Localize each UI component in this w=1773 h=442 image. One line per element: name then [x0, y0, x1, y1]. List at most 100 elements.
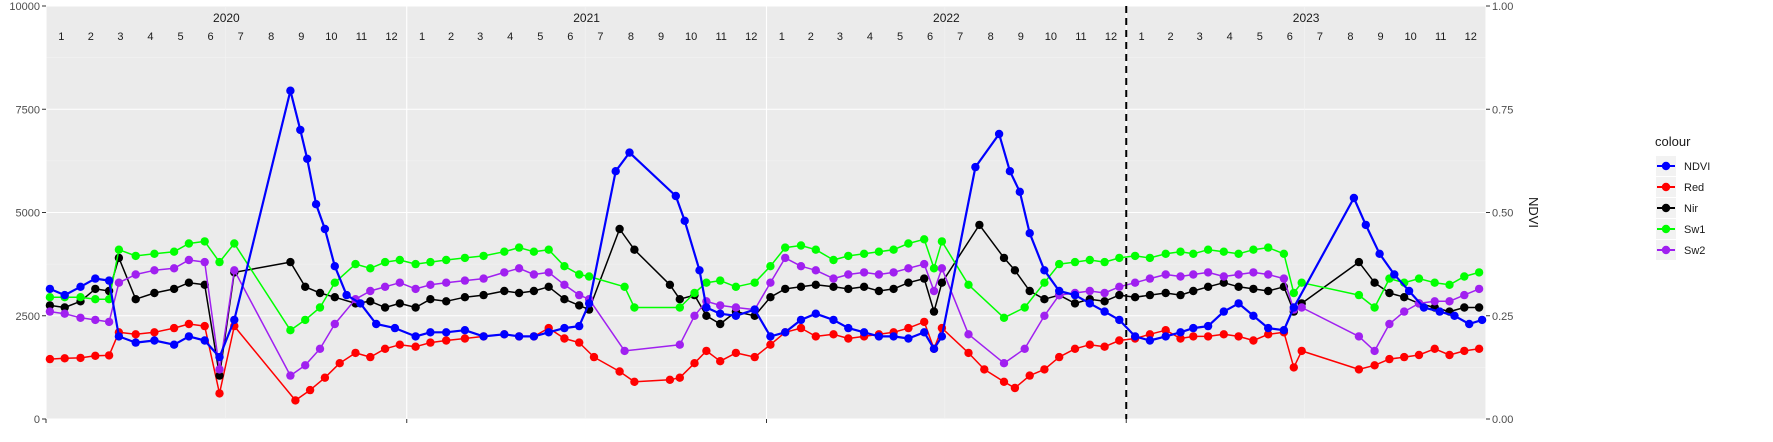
data-point-sw1 — [366, 264, 375, 273]
data-point-sw2 — [1219, 272, 1229, 281]
data-point-sw1 — [479, 251, 488, 261]
data-point-nir — [1460, 303, 1469, 312]
data-point-ndvi — [184, 332, 194, 341]
data-point-sw2 — [460, 276, 470, 285]
data-point-nir — [395, 299, 404, 308]
data-point-sw1 — [920, 235, 929, 244]
data-point-ndvi — [1404, 286, 1414, 296]
data-point-red — [964, 348, 973, 358]
data-point-sw2 — [829, 274, 838, 283]
data-point-ndvi — [625, 148, 634, 157]
data-point-sw2 — [1189, 270, 1198, 279]
data-point-nir — [999, 253, 1009, 263]
data-point-sw1 — [829, 255, 838, 265]
data-point-red — [920, 317, 929, 327]
data-point-sw1 — [544, 245, 553, 254]
data-point-nir — [1385, 288, 1394, 298]
data-point-nir — [1234, 282, 1243, 291]
data-point-nir — [630, 245, 639, 254]
data-point-sw1 — [150, 249, 159, 258]
y-right-tick-label: 0.75 — [1492, 104, 1513, 116]
data-point-red — [104, 351, 114, 360]
data-point-sw1 — [1264, 243, 1273, 252]
y-right-axis-title: NDVI — [1526, 197, 1541, 228]
series-layer — [45, 86, 1487, 405]
data-point-ndvi — [702, 303, 711, 312]
data-point-red — [750, 352, 759, 362]
data-point-nir — [544, 282, 553, 291]
month-label: 10 — [1404, 31, 1416, 43]
data-point-sw1 — [796, 241, 806, 250]
data-point-ndvi — [1234, 299, 1243, 308]
data-point-sw2 — [1176, 272, 1185, 281]
data-point-nir — [1161, 288, 1170, 298]
data-point-ndvi — [215, 352, 224, 362]
data-point-sw2 — [184, 255, 194, 265]
data-point-red — [1264, 330, 1273, 339]
data-point-red — [91, 351, 100, 360]
month-label: 1 — [779, 31, 785, 43]
y-axis-left: 0 2500 5000 7500 10000 — [9, 1, 46, 426]
data-point-nir — [1264, 286, 1273, 296]
year-label: 2022 — [933, 11, 960, 25]
data-point-nir — [829, 282, 838, 291]
data-point-ndvi — [1070, 290, 1080, 300]
data-point-sw2 — [544, 268, 553, 277]
data-point-nir — [366, 297, 375, 306]
data-point-red — [1025, 371, 1034, 380]
data-point-sw2 — [230, 266, 239, 275]
data-point-red — [460, 334, 470, 343]
data-point-nir — [796, 282, 806, 291]
data-point-ndvi — [829, 315, 838, 325]
data-point-sw1 — [560, 262, 569, 271]
data-point-red — [1115, 336, 1124, 345]
data-point-red — [980, 365, 989, 374]
data-point-sw2 — [1264, 270, 1273, 279]
data-point-red — [1234, 332, 1243, 341]
month-label: 5 — [537, 31, 543, 43]
data-point-nir — [460, 293, 470, 302]
data-point-sw2 — [1085, 286, 1095, 296]
data-point-ndvi — [1390, 270, 1399, 279]
data-point-ndvi — [1219, 307, 1229, 316]
month-label: 12 — [745, 31, 757, 43]
data-point-nir — [702, 311, 711, 320]
data-point-ndvi — [671, 191, 680, 201]
data-point-ndvi — [889, 332, 898, 341]
data-point-red — [1460, 346, 1469, 356]
data-point-ndvi — [296, 125, 305, 135]
data-point-sw2 — [1430, 297, 1439, 306]
data-point-red — [200, 321, 209, 331]
data-point-red — [1289, 363, 1299, 372]
data-point-sw1 — [811, 245, 820, 254]
data-point-sw1 — [1279, 249, 1289, 258]
data-point-sw1 — [1130, 251, 1140, 261]
data-point-sw2 — [60, 309, 69, 318]
data-point-red — [1474, 344, 1484, 353]
data-point-sw2 — [114, 278, 124, 287]
data-point-ndvi — [859, 328, 869, 337]
data-point-sw1 — [380, 257, 390, 267]
data-point-sw1 — [929, 264, 939, 273]
data-point-red — [731, 348, 741, 358]
data-point-ndvi — [76, 282, 85, 291]
month-label: 5 — [177, 31, 183, 43]
data-point-nir — [904, 278, 913, 287]
data-point-nir — [811, 280, 820, 289]
data-point-sw1 — [1100, 257, 1109, 267]
data-point-sw2 — [937, 264, 947, 273]
data-point-nir — [131, 295, 140, 304]
year-label: 2021 — [573, 11, 600, 25]
data-point-sw1 — [514, 243, 524, 252]
data-point-nir — [1130, 293, 1140, 302]
data-point-red — [60, 354, 69, 363]
data-point-sw2 — [366, 286, 375, 296]
data-point-red — [1414, 350, 1424, 360]
month-label: 10 — [685, 31, 697, 43]
data-point-nir — [929, 307, 939, 316]
month-label: 2 — [808, 31, 814, 43]
data-point-ndvi — [230, 315, 239, 325]
y-left-tick-label: 5000 — [16, 208, 40, 220]
data-point-nir — [60, 303, 69, 312]
data-point-nir — [1400, 293, 1409, 302]
